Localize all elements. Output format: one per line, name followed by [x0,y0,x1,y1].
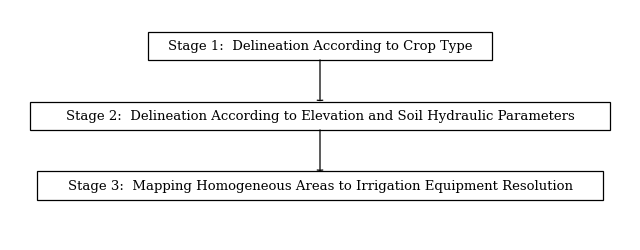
FancyBboxPatch shape [29,102,611,130]
Text: Stage 1:  Delineation According to Crop Type: Stage 1: Delineation According to Crop T… [168,40,472,53]
FancyBboxPatch shape [148,33,492,61]
FancyBboxPatch shape [37,172,603,200]
Text: Stage 2:  Delineation According to Elevation and Soil Hydraulic Parameters: Stage 2: Delineation According to Elevat… [66,110,574,123]
Text: Stage 3:  Mapping Homogeneous Areas to Irrigation Equipment Resolution: Stage 3: Mapping Homogeneous Areas to Ir… [67,179,573,192]
